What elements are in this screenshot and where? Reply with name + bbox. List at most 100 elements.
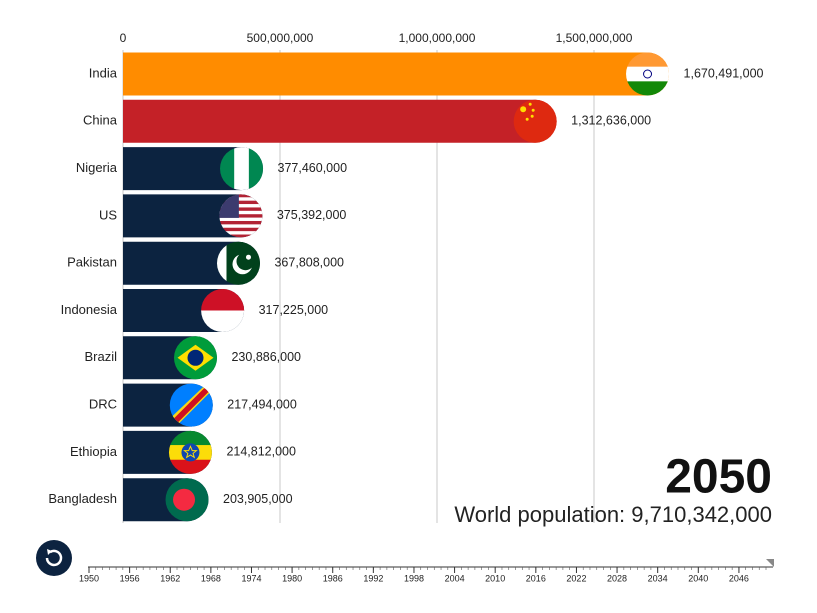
flag bbox=[168, 430, 212, 474]
flag-stripe bbox=[201, 310, 245, 332]
value-label: 1,312,636,000 bbox=[571, 114, 651, 128]
flag-stripe bbox=[201, 289, 245, 311]
timeline-tick-label: 1974 bbox=[241, 573, 261, 583]
flag-star bbox=[183, 445, 198, 459]
replay-arrow bbox=[45, 549, 63, 567]
replay-arrowhead bbox=[47, 549, 52, 555]
total-label: World population: bbox=[454, 502, 625, 527]
timeline-tick-label: 1980 bbox=[282, 573, 302, 583]
flag-star bbox=[530, 114, 534, 118]
flag-stripe bbox=[219, 220, 263, 225]
flag-stripe bbox=[626, 66, 670, 82]
flag-hoist bbox=[216, 241, 227, 285]
timeline-tick-label: 2046 bbox=[729, 573, 749, 583]
flag-emblem bbox=[643, 69, 653, 79]
flag-star bbox=[245, 254, 251, 260]
timeline-tick-label: 1986 bbox=[323, 573, 343, 583]
flag-band bbox=[169, 383, 213, 427]
flag-stripe bbox=[219, 210, 263, 215]
timeline-tick-label: 2040 bbox=[688, 573, 708, 583]
flag-stripe bbox=[168, 459, 212, 474]
flag-stripe bbox=[219, 231, 263, 236]
category-label: Indonesia bbox=[61, 302, 118, 317]
value-label: 367,808,000 bbox=[274, 255, 344, 269]
x-tick-label: 0 bbox=[120, 31, 127, 45]
category-label: Bangladesh bbox=[48, 491, 117, 506]
value-label: 230,886,000 bbox=[231, 350, 301, 364]
flag-stripe bbox=[626, 81, 670, 96]
value-label: 377,460,000 bbox=[278, 161, 348, 175]
replay-circle bbox=[36, 540, 72, 576]
flag bbox=[216, 241, 260, 285]
world-population: World population: 9,710,342,000 bbox=[454, 502, 772, 527]
flag bbox=[169, 383, 213, 427]
flag-star bbox=[525, 117, 529, 121]
flag bbox=[201, 289, 245, 332]
flag-emblem bbox=[181, 443, 200, 462]
flag bbox=[173, 336, 217, 380]
replay-button[interactable] bbox=[36, 540, 72, 576]
flag-stripe bbox=[219, 200, 263, 205]
timeline-tick-label: 1992 bbox=[363, 573, 383, 583]
value-label: 203,905,000 bbox=[223, 492, 293, 506]
category-label: India bbox=[89, 65, 118, 80]
value-label: 317,225,000 bbox=[259, 303, 329, 317]
timeline-tick-label: 2010 bbox=[485, 573, 505, 583]
timeline-tick-label: 1962 bbox=[160, 573, 180, 583]
flag-stripe bbox=[219, 197, 263, 202]
flag-globe bbox=[187, 349, 204, 366]
flag-star bbox=[531, 108, 535, 112]
x-tick-label: 1,500,000,000 bbox=[556, 31, 633, 45]
value-label: 1,670,491,000 bbox=[684, 66, 764, 80]
value-label: 375,392,000 bbox=[277, 208, 347, 222]
year: 2050 bbox=[665, 451, 772, 504]
timeline[interactable]: 1950 1956 1962 1968 1974 1980 1986 1992 1998 2004… bbox=[79, 559, 774, 583]
flag-star bbox=[528, 102, 532, 106]
flag-stripe bbox=[626, 52, 670, 68]
flag bbox=[219, 194, 263, 238]
category-label: Ethiopia bbox=[70, 444, 118, 459]
flag-stripe bbox=[168, 430, 212, 446]
flag-stripe bbox=[219, 204, 263, 208]
flag bbox=[626, 52, 670, 96]
flag-star bbox=[520, 106, 527, 113]
timeline-handle bbox=[766, 559, 774, 567]
timeline-tick-label: 1956 bbox=[120, 573, 140, 583]
timeline-tick-label: 2022 bbox=[566, 573, 586, 583]
flag-stripe bbox=[219, 217, 263, 222]
bar bbox=[123, 99, 557, 143]
flag bbox=[513, 99, 557, 143]
flag-stripe bbox=[219, 234, 263, 238]
flag-field bbox=[513, 99, 557, 143]
bar bbox=[123, 52, 670, 96]
flag bbox=[220, 147, 264, 191]
flag-stripe bbox=[248, 147, 264, 191]
flag-stripe bbox=[219, 224, 263, 229]
flag-stripe bbox=[220, 147, 235, 191]
category-label: DRC bbox=[89, 397, 117, 412]
timeline-tick-label: 1998 bbox=[404, 573, 424, 583]
category-label: Pakistan bbox=[67, 255, 117, 270]
value-label: 214,812,000 bbox=[226, 445, 296, 459]
category-label: Brazil bbox=[84, 349, 117, 364]
flag-disc bbox=[173, 488, 196, 511]
x-tick-label: 1,000,000,000 bbox=[399, 31, 476, 45]
x-tick-label: 500,000,000 bbox=[247, 31, 314, 45]
value-label: 217,494,000 bbox=[227, 397, 297, 411]
total-value: 9,710,342,000 bbox=[631, 502, 772, 527]
flag-stripe bbox=[219, 214, 263, 219]
flag-stripe bbox=[234, 147, 250, 191]
flag-stripe bbox=[219, 207, 263, 212]
category-label: China bbox=[83, 113, 118, 128]
timeline-tick-label: 1968 bbox=[201, 573, 221, 583]
timeline-tick-label: 1950 bbox=[79, 573, 99, 583]
timeline-tick-label: 2034 bbox=[648, 573, 668, 583]
timeline-tick-label: 2028 bbox=[607, 573, 627, 583]
timeline-tick-label: 2004 bbox=[445, 573, 465, 583]
flag bbox=[165, 478, 209, 522]
flag-moon-cut bbox=[236, 252, 255, 271]
bars: India 1,670,491,000 China 1,312,636,000 Nige… bbox=[48, 52, 764, 522]
category-label: Nigeria bbox=[76, 160, 118, 175]
category-label: US bbox=[99, 207, 117, 222]
